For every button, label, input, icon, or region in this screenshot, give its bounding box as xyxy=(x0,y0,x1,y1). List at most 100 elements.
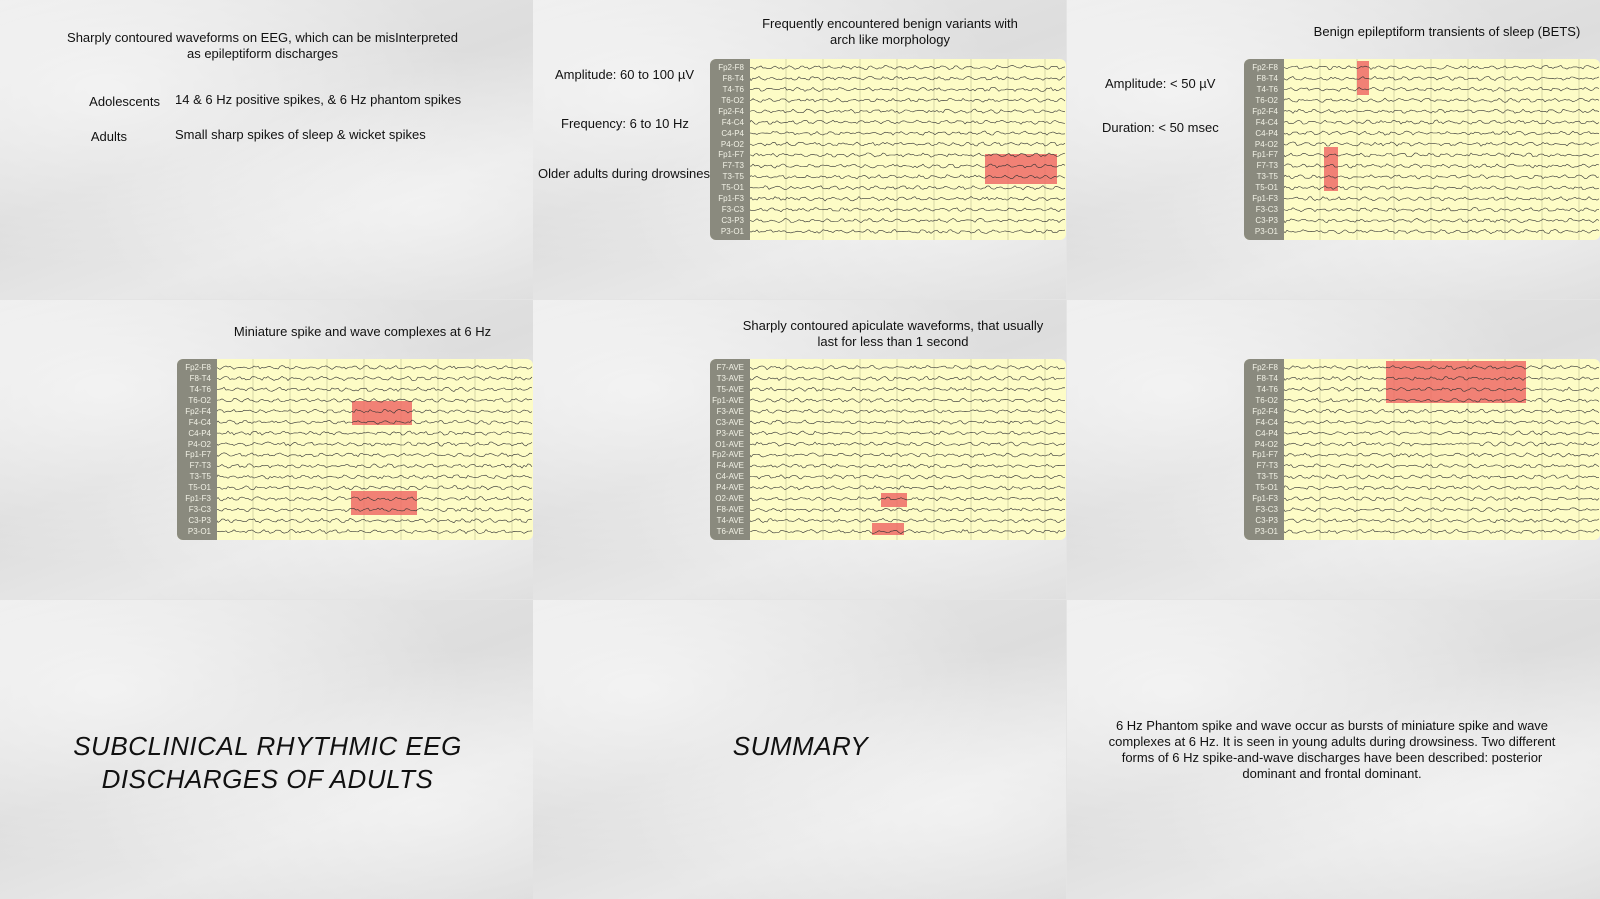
eeg-channel-trace xyxy=(1284,130,1600,136)
eeg-channel-trace xyxy=(750,386,1066,392)
panel-rhythmic: Fp2-F8 F8-T4 T4-T6 T6-O2 Fp2-F4 F4-C4 C4-P4 P4-… xyxy=(1067,300,1600,599)
channel-label: F7-T3 xyxy=(722,161,744,171)
eeg-channel-trace xyxy=(217,365,533,370)
eeg-channel-trace xyxy=(750,65,1066,70)
eeg-channel-trace xyxy=(217,376,533,381)
eeg-waveforms xyxy=(1284,59,1600,240)
eeg-channel-trace xyxy=(217,419,533,425)
channel-label: T5-O1 xyxy=(1255,483,1278,493)
eeg-channel-trace xyxy=(217,409,533,414)
eeg-channel-trace xyxy=(750,529,1066,535)
channel-label: T6-AVE xyxy=(716,527,744,537)
channel-label: F4-C4 xyxy=(721,117,744,127)
channel-label: Fp1-F7 xyxy=(1252,450,1278,460)
channel-label: C4-P4 xyxy=(1255,428,1278,438)
eeg-channel-trace xyxy=(217,496,533,502)
channel-label: F8-T4 xyxy=(1256,73,1278,83)
eeg-channel-trace xyxy=(750,397,1066,403)
eeg-channel-trace xyxy=(750,463,1066,469)
eeg-channel-trace xyxy=(750,430,1066,436)
eeg-channel-trace xyxy=(750,419,1066,425)
fact-frequency: Frequency: 6 to 10 Hz xyxy=(561,116,689,131)
channel-label: C4-P4 xyxy=(1255,128,1278,138)
channel-label: F3-C3 xyxy=(1255,505,1278,515)
channel-label: P4-AVE xyxy=(716,483,744,493)
channel-label: P3-O1 xyxy=(1254,227,1278,237)
eeg-channel-trace xyxy=(1284,174,1600,180)
eeg-channel-trace xyxy=(1284,86,1600,92)
eeg-channel-trace xyxy=(750,408,1066,414)
eeg-channel-trace xyxy=(1284,207,1600,213)
eeg-channel-trace xyxy=(750,207,1066,213)
eeg-channel-trace xyxy=(217,474,533,480)
eeg-channel-trace xyxy=(1284,408,1600,414)
eeg-channel-trace xyxy=(750,452,1066,458)
highlight-region xyxy=(872,523,904,535)
benign-variants-title: Frequently encountered benign variants w… xyxy=(762,16,1018,47)
channel-label: F7-T3 xyxy=(189,461,211,471)
channel-label: C3-P3 xyxy=(188,516,211,526)
panel-phantom: 6 Hz Phantom spike and wave occur as bur… xyxy=(1067,600,1600,899)
channel-labels: Fp2-F8 F8-T4 T4-T6 T6-O2 Fp2-F4 F4-C4 C4-P4 P4-… xyxy=(1244,59,1284,240)
intro-text-adults: Small sharp spikes of sleep & wicket spi… xyxy=(175,127,426,142)
channel-label: T3-T5 xyxy=(189,472,211,482)
eeg-channel-trace xyxy=(750,174,1066,180)
eeg-waveforms xyxy=(750,59,1066,240)
channel-label: Fp1-F3 xyxy=(1252,494,1278,504)
eeg-waveforms xyxy=(1284,359,1600,540)
eeg-channel-trace xyxy=(1284,430,1600,436)
eeg-trace-benign-variants: Fp2-F8 F8-T4 T4-T6 T6-O2 Fp2-F4 F4-C4 C4-P4 P4-… xyxy=(710,59,1066,240)
eeg-channel-trace xyxy=(1284,185,1600,191)
channel-label: F7-AVE xyxy=(716,362,744,372)
eeg-channel-trace xyxy=(1284,152,1599,158)
channel-label: F7-T3 xyxy=(1256,461,1278,471)
channel-label: P4-O2 xyxy=(187,439,211,449)
fact-bets-amplitude: Amplitude: < 50 µV xyxy=(1105,76,1216,91)
intro-title: Sharply contoured waveforms on EEG, whic… xyxy=(67,30,458,61)
channel-label: Fp2-F8 xyxy=(185,362,211,372)
eeg-channel-trace xyxy=(750,485,1066,491)
channel-label: F8-AVE xyxy=(716,505,744,515)
highlight-region xyxy=(1324,147,1338,191)
eeg-channel-trace xyxy=(1284,229,1600,235)
channel-label: Fp1-F3 xyxy=(185,494,211,504)
eeg-channel-trace xyxy=(217,397,533,403)
channel-label: T5-O1 xyxy=(1255,183,1278,193)
apiculate-title: Sharply contoured apiculate waveforms, t… xyxy=(742,318,1044,349)
channel-labels: Fp2-F8 F8-T4 T4-T6 T6-O2 Fp2-F4 F4-C4 C4-P4 P4-… xyxy=(710,59,750,240)
channel-label: P3-O1 xyxy=(720,227,744,237)
eeg-channel-trace xyxy=(750,496,1066,502)
channel-label: P3-O1 xyxy=(187,527,211,537)
channel-label: T5-AVE xyxy=(716,384,744,394)
eeg-channel-trace xyxy=(750,507,1066,513)
channel-label: T6-O2 xyxy=(721,95,744,105)
panel-apiculate: Sharply contoured apiculate waveforms, t… xyxy=(533,300,1066,599)
channel-label: Fp1-AVE xyxy=(712,395,744,405)
panel-intro: Sharply contoured waveforms on EEG, whic… xyxy=(0,0,533,299)
channel-label: Fp1-F7 xyxy=(718,150,744,160)
summary-heading: SUMMARY xyxy=(732,731,869,761)
eeg-channel-trace xyxy=(1284,474,1600,480)
channel-label: P3-AVE xyxy=(716,428,744,438)
miniature-title: Miniature spike and wave complexes at 6 … xyxy=(233,324,492,339)
eeg-channel-trace xyxy=(1284,375,1600,381)
eeg-channel-trace xyxy=(1284,529,1600,534)
channel-label: Fp2-F4 xyxy=(1252,406,1278,416)
channel-label: Fp2-F8 xyxy=(718,62,744,72)
eeg-channel-trace xyxy=(750,108,1066,114)
eeg-channel-trace xyxy=(217,463,533,469)
channel-label: F3-C3 xyxy=(1255,205,1278,215)
eeg-channel-trace xyxy=(750,185,1066,191)
channel-label: F8-T4 xyxy=(189,373,211,383)
channel-label: T3-T5 xyxy=(1256,472,1278,482)
channel-label: C4-P4 xyxy=(721,128,744,138)
channel-label: P4-O2 xyxy=(720,139,744,149)
channel-label: C3-P3 xyxy=(1255,216,1278,226)
eeg-channel-trace xyxy=(217,507,533,513)
intro-group-adolescents: Adolescents xyxy=(89,94,160,109)
channel-labels: Fp2-F8 F8-T4 T4-T6 T6-O2 Fp2-F4 F4-C4 C4-P4 P4-… xyxy=(1244,359,1284,540)
eeg-channel-trace xyxy=(750,163,1066,169)
channel-label: P4-O2 xyxy=(1254,139,1278,149)
eeg-channel-trace xyxy=(1284,419,1600,425)
panel-miniature: Miniature spike and wave complexes at 6 … xyxy=(0,300,533,599)
